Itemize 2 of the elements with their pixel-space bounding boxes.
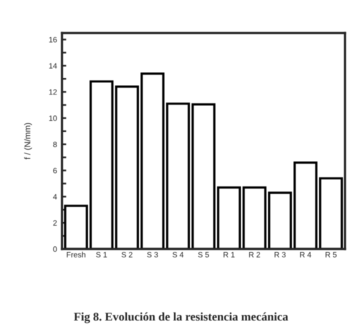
y-axis-title: f / (N/mm) [24, 123, 32, 160]
text: Fig 8. Evolución de la resistencia mecánica [74, 312, 288, 324]
